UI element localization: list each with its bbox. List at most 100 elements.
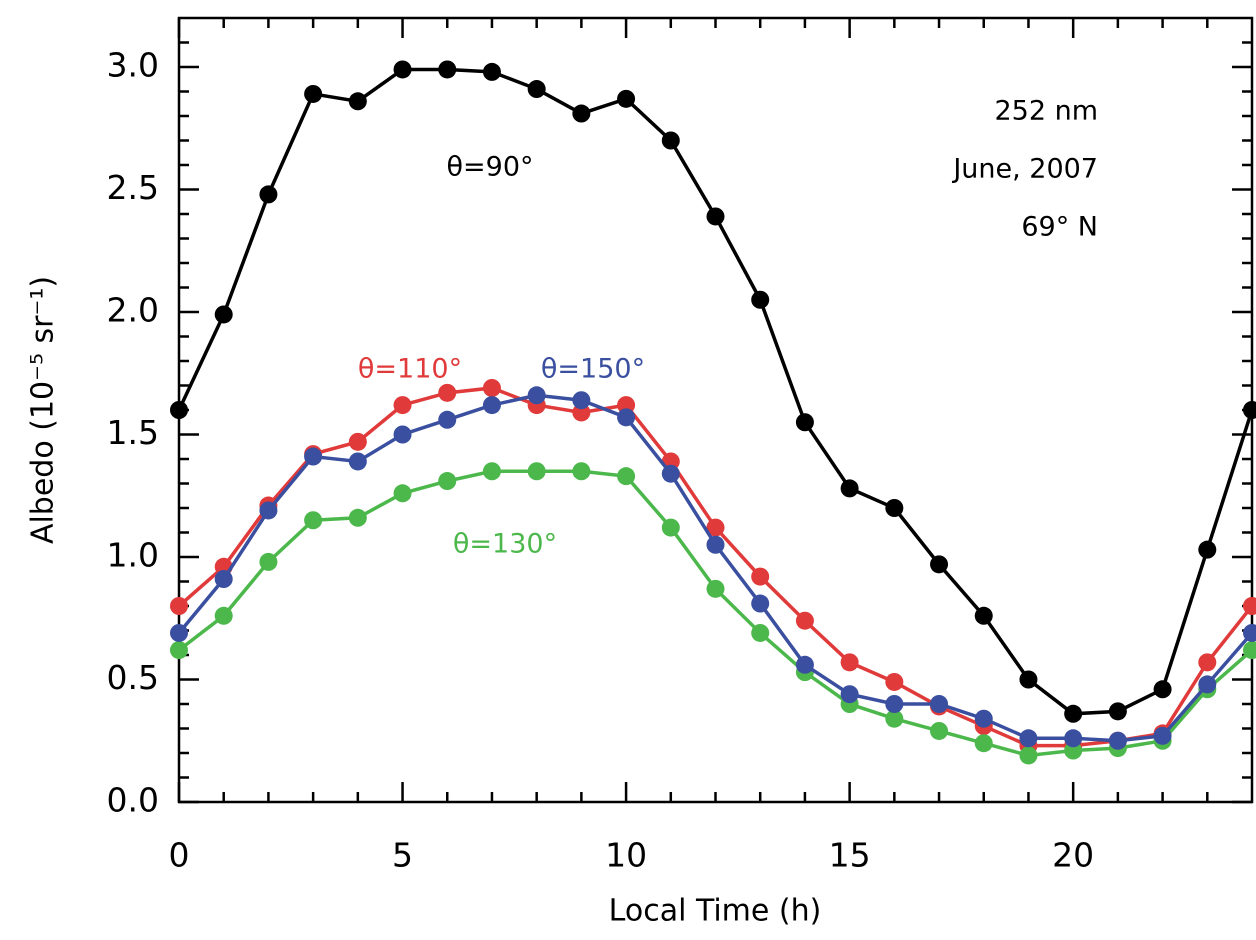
data-point — [795, 655, 814, 674]
annotation: June, 2007 — [951, 154, 1098, 185]
data-point — [1243, 641, 1256, 660]
x-tick-label: 15 — [829, 836, 871, 875]
data-point — [527, 80, 546, 99]
data-point — [572, 391, 591, 410]
data-point — [170, 401, 188, 419]
data-point — [482, 396, 501, 415]
data-point — [259, 552, 278, 571]
data-point — [572, 104, 591, 123]
data-point — [482, 62, 501, 81]
data-point — [1064, 704, 1083, 723]
x-tick-label: 10 — [605, 836, 647, 875]
data-point — [170, 641, 188, 660]
data-point — [393, 425, 412, 444]
data-point — [1198, 675, 1217, 694]
data-point — [1108, 702, 1127, 721]
data-point — [840, 653, 859, 672]
data-point — [751, 594, 770, 613]
data-point — [617, 89, 636, 108]
data-point — [661, 131, 680, 150]
data-point — [393, 60, 412, 79]
data-point — [661, 464, 680, 483]
x-axis-label: Local Time (h) — [609, 894, 822, 929]
data-point — [974, 734, 993, 753]
data-point — [438, 60, 457, 79]
data-point — [930, 555, 949, 574]
data-point — [214, 606, 233, 625]
y-axis-label: Albedo (10⁻⁵ sr⁻¹) — [26, 276, 61, 544]
plot-frame — [177, 16, 1254, 804]
data-point — [751, 623, 770, 642]
data-point — [393, 396, 412, 415]
data-point — [706, 518, 725, 537]
data-point — [304, 447, 323, 466]
data-point — [259, 185, 278, 204]
data-point — [304, 511, 323, 530]
data-point — [885, 695, 904, 713]
annotation: 252 nm — [994, 96, 1098, 127]
data-point — [751, 567, 770, 586]
data-point — [974, 709, 993, 728]
data-point — [304, 84, 323, 103]
data-point — [1243, 597, 1256, 615]
data-point — [885, 672, 904, 691]
data-point — [393, 484, 412, 503]
data-point — [840, 685, 859, 704]
data-point — [1153, 680, 1172, 699]
series-line — [177, 386, 1254, 748]
data-point — [259, 501, 278, 520]
data-point — [1243, 401, 1256, 419]
series-label: θ=130° — [453, 529, 557, 560]
data-point — [974, 606, 993, 625]
y-tick-label: 0.0 — [107, 781, 159, 820]
y-tick-label: 2.5 — [107, 168, 159, 207]
data-point — [438, 472, 457, 491]
data-point — [1064, 729, 1083, 748]
data-point — [885, 499, 904, 517]
data-point — [617, 467, 636, 486]
data-point — [214, 570, 233, 589]
data-point — [751, 290, 770, 309]
data-point — [840, 479, 859, 498]
y-tick-label: 3.0 — [107, 46, 159, 85]
data-point — [930, 695, 949, 713]
data-point — [527, 462, 546, 481]
x-tick-label: 0 — [169, 836, 190, 875]
data-point — [706, 535, 725, 554]
data-point — [348, 508, 367, 527]
data-point — [795, 611, 814, 630]
data-point — [438, 410, 457, 429]
data-point — [1019, 746, 1038, 765]
data-point — [1019, 670, 1038, 689]
data-point — [348, 92, 367, 111]
data-point — [930, 721, 949, 740]
y-tick-label: 2.0 — [107, 291, 159, 330]
data-point — [1198, 540, 1217, 559]
x-tick-label: 20 — [1052, 836, 1094, 875]
data-point — [348, 452, 367, 471]
data-point — [348, 432, 367, 451]
data-point — [617, 408, 636, 427]
data-point — [1198, 653, 1217, 672]
data-point — [706, 207, 725, 226]
series-label: θ=90° — [447, 152, 534, 183]
y-tick-label: 0.5 — [107, 658, 159, 697]
data-point — [438, 383, 457, 402]
x-tick-label: 5 — [392, 836, 413, 875]
data-point — [885, 709, 904, 728]
data-point — [1108, 731, 1127, 750]
series-label: θ=110° — [358, 354, 462, 385]
data-point — [795, 413, 814, 432]
series-label: θ=150° — [541, 354, 645, 385]
y-tick-label: 1.0 — [107, 536, 159, 575]
data-point — [1019, 729, 1038, 748]
data-point — [214, 305, 233, 324]
data-point — [1153, 726, 1172, 745]
data-point — [170, 597, 188, 615]
data-point — [572, 462, 591, 481]
annotation: 69° N — [1021, 212, 1098, 243]
data-point — [661, 518, 680, 537]
data-point — [170, 623, 188, 642]
y-tick-label: 1.5 — [107, 413, 159, 452]
